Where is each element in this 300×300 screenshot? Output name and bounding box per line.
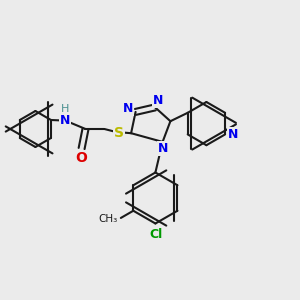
Text: Cl: Cl xyxy=(149,227,163,241)
Text: O: O xyxy=(75,151,87,164)
Text: N: N xyxy=(60,114,70,127)
Text: CH₃: CH₃ xyxy=(99,214,118,224)
Text: H: H xyxy=(61,104,70,114)
Text: S: S xyxy=(114,127,124,140)
Text: N: N xyxy=(158,142,168,155)
Text: N: N xyxy=(227,128,238,141)
Text: N: N xyxy=(123,102,133,116)
Text: N: N xyxy=(153,94,163,107)
